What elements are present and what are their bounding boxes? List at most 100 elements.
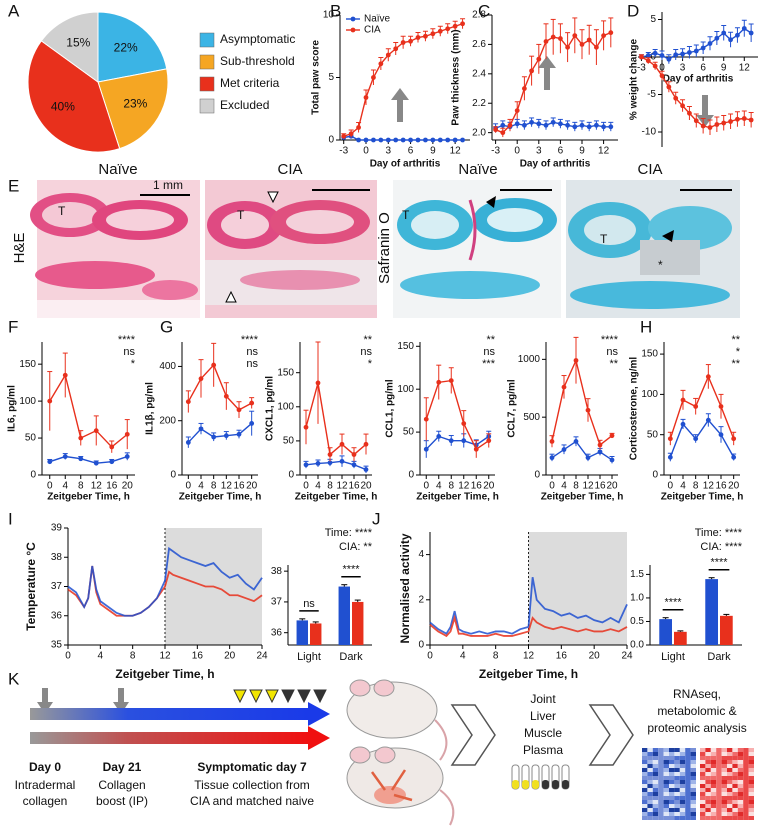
y-tick-label: -5	[647, 89, 656, 100]
heatmap-cell	[669, 776, 675, 780]
x-tick-label: 0	[668, 481, 674, 492]
heatmap-cell	[732, 780, 738, 784]
heatmap-cell	[732, 804, 738, 808]
point	[529, 68, 534, 74]
x-tick-label: 0	[47, 481, 53, 492]
point	[198, 376, 204, 382]
heatmap-cell	[727, 760, 733, 764]
panel-letter: K	[8, 669, 20, 688]
point	[718, 404, 724, 409]
x-tick-label: 20	[589, 651, 601, 662]
pie-slice	[40, 11, 99, 83]
day-desc: collagen	[23, 794, 68, 808]
heatmap-cell	[716, 780, 722, 784]
point	[452, 23, 458, 29]
heatmap-cell	[737, 816, 744, 820]
x-tick-label: 8	[693, 481, 699, 492]
heatmap-cell	[716, 776, 722, 780]
y-axis-label: Normalised activity	[398, 533, 412, 643]
point	[408, 137, 413, 143]
point	[536, 56, 542, 62]
point	[639, 54, 644, 60]
heatmap-cell	[732, 812, 738, 816]
heatmap-cell	[679, 756, 686, 760]
heatmap-cell	[732, 800, 738, 804]
significance: ns	[303, 598, 315, 610]
heatmap-cell	[727, 796, 733, 800]
heatmap-cell	[679, 752, 686, 756]
y-tick-label: 0.5	[630, 616, 644, 627]
point	[460, 21, 465, 27]
legend-swatch	[199, 76, 215, 92]
shape	[552, 780, 559, 789]
heatmap-cell	[685, 792, 691, 796]
heatmap-cell	[727, 780, 733, 784]
point	[601, 33, 606, 38]
x-tick-label: 3	[536, 146, 542, 157]
point	[351, 452, 357, 457]
point	[608, 124, 614, 130]
shape	[439, 789, 455, 826]
heatmap-cell	[732, 808, 738, 812]
heatmap-cell	[716, 804, 722, 808]
day-desc: Intradermal	[15, 778, 76, 792]
legend-swatch	[199, 32, 215, 48]
heatmap-cell	[727, 792, 733, 796]
heatmap-cell	[705, 792, 711, 796]
heatmap-cell	[716, 808, 722, 812]
panel-letter: D	[627, 1, 639, 20]
heatmap-cell	[743, 792, 749, 796]
point	[693, 404, 699, 409]
point	[393, 137, 399, 143]
heatmap-cell	[748, 788, 754, 792]
point	[731, 436, 737, 442]
panel-letter: H	[640, 317, 652, 336]
heatmap-cell	[669, 784, 675, 788]
shape	[249, 689, 263, 704]
scale-label: 1 mm	[153, 178, 183, 192]
test-summary: CIA: **	[339, 541, 373, 553]
heatmap-cell	[679, 816, 686, 820]
heatmap-cell	[743, 816, 749, 820]
x-tick-label: 0	[549, 481, 555, 492]
heatmap-cell	[658, 796, 664, 800]
x-tick-label: 8	[573, 481, 579, 492]
heatmap-cell	[721, 768, 727, 772]
x-tick-label: 0	[423, 481, 429, 492]
y-tick-label: 38	[51, 552, 63, 563]
tissue-label: Plasma	[523, 743, 563, 757]
heatmap-cell	[721, 812, 727, 816]
point	[47, 398, 53, 404]
heatmap-cell	[700, 796, 706, 800]
shape	[346, 747, 444, 809]
day-desc: Collagen	[98, 778, 145, 792]
cia-timeline	[30, 732, 310, 744]
y-tick-label: 36	[51, 610, 63, 621]
x-tick-label: 20	[360, 481, 372, 492]
point	[666, 56, 672, 62]
x-axis-label: Zeitgeber Time, h	[295, 492, 378, 503]
arrowhead	[308, 726, 330, 750]
he-image	[205, 180, 377, 318]
heatmap-cell	[700, 804, 706, 808]
heatmap-cell	[663, 792, 669, 796]
heatmap-cell	[669, 800, 675, 804]
point	[652, 63, 658, 69]
y-tick-label: 37	[51, 581, 63, 592]
heatmap-cell	[679, 772, 686, 776]
heatmap-cell	[679, 804, 686, 808]
heatmap-cell	[690, 752, 696, 756]
x-tick-label: -3	[339, 146, 348, 157]
heatmap-cell	[705, 772, 711, 776]
heatmap-cell	[716, 772, 722, 776]
heatmap-cell	[743, 784, 749, 788]
heatmap-cell	[663, 816, 669, 820]
x-tick-label: 8	[448, 481, 454, 492]
heatmap-cell	[685, 780, 691, 784]
heatmap-cell	[647, 808, 653, 812]
point	[721, 30, 727, 36]
day-label: Day 21	[103, 760, 142, 774]
heatmap-cell	[652, 780, 659, 784]
heatmap-cell	[737, 764, 744, 768]
heatmap-cell	[737, 812, 744, 816]
